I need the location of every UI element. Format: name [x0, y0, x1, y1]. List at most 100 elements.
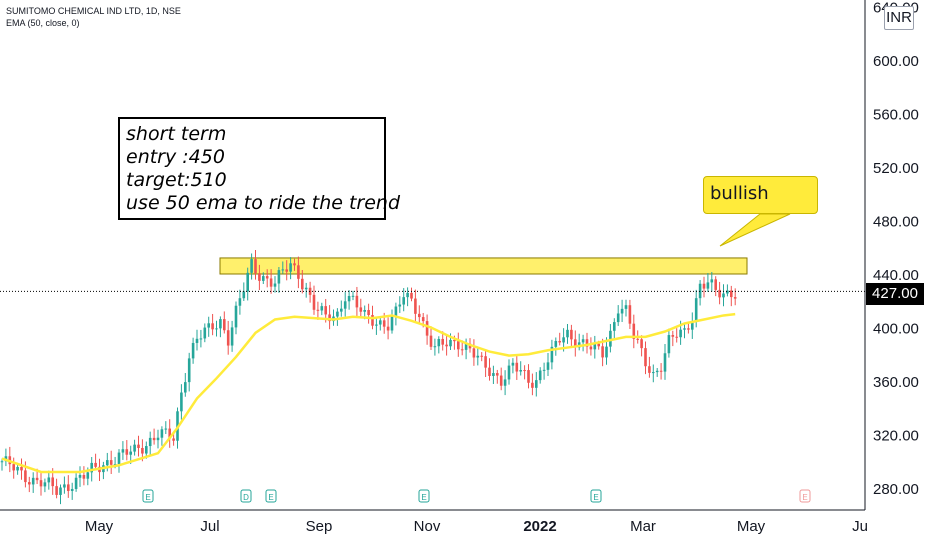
candle	[308, 281, 312, 303]
candle	[191, 337, 195, 364]
candle	[652, 364, 655, 383]
candle	[488, 358, 491, 381]
candle	[445, 335, 448, 356]
candle	[20, 458, 23, 480]
candle	[156, 429, 160, 449]
candle	[121, 441, 125, 460]
candle	[718, 281, 721, 305]
candle	[410, 287, 413, 302]
candle	[574, 330, 577, 357]
candle	[523, 365, 526, 380]
candle	[0, 458, 4, 471]
price-axis[interactable]: 280.00 320.00 360.00 400.00 440.00 480.00 520.…	[873, 0, 919, 498]
candle	[273, 276, 277, 293]
candle	[663, 343, 667, 380]
candle	[336, 308, 339, 326]
candle	[207, 316, 210, 337]
candle	[94, 453, 97, 470]
resistance-zone[interactable]	[219, 257, 748, 275]
candle	[160, 426, 164, 446]
candle	[43, 478, 47, 493]
candle	[328, 305, 331, 330]
event-marker[interactable]: E	[418, 489, 430, 503]
candle	[390, 309, 394, 334]
time-axis[interactable]: May Jul Sep Nov 2022 Mar May Ju	[85, 518, 868, 535]
candle	[457, 332, 460, 357]
candle	[277, 267, 281, 293]
candle	[613, 318, 616, 341]
candle	[184, 373, 187, 397]
candle	[687, 322, 690, 334]
candle	[640, 335, 643, 357]
candle	[644, 341, 647, 375]
trade-note-box[interactable]: short term entry :450 target:510 use 50 …	[118, 117, 400, 220]
candle	[398, 296, 402, 313]
candle	[168, 419, 171, 448]
candle	[39, 471, 43, 496]
candle	[675, 328, 678, 343]
candle	[164, 421, 168, 435]
candle	[570, 324, 573, 346]
candle	[659, 363, 663, 380]
x-tick-label: Mar	[630, 518, 656, 535]
candle	[67, 475, 70, 498]
candle	[722, 284, 725, 307]
candle	[616, 305, 620, 326]
candle	[195, 329, 199, 351]
candle	[74, 473, 78, 492]
candle	[269, 269, 273, 294]
candle	[82, 466, 86, 486]
event-marker[interactable]: E	[142, 489, 154, 503]
candle	[301, 269, 304, 294]
candle	[706, 273, 710, 292]
event-marker[interactable]: D	[240, 489, 252, 503]
candle	[538, 367, 542, 384]
candle	[667, 328, 671, 358]
event-marker[interactable]: E	[799, 489, 811, 503]
candle	[359, 298, 363, 318]
candle	[429, 326, 433, 351]
candle	[343, 292, 347, 317]
candle	[531, 373, 534, 396]
candle	[70, 482, 74, 500]
y-tick-label: 360.00	[873, 374, 919, 391]
candle	[137, 435, 140, 457]
candle	[507, 359, 511, 385]
candle	[418, 305, 421, 324]
candle	[581, 334, 585, 352]
candle	[433, 338, 437, 356]
candle	[535, 372, 538, 397]
event-marker[interactable]: E	[590, 489, 602, 503]
candle	[367, 303, 370, 324]
bullish-callout[interactable]: bullish	[703, 176, 818, 214]
y-tick-label: 320.00	[873, 428, 919, 445]
indicator-legend: EMA (50, close, 0)	[6, 18, 80, 28]
candle	[472, 339, 476, 366]
candle	[511, 358, 515, 374]
x-tick-label: May	[737, 518, 766, 535]
y-tick-label: 280.00	[873, 481, 919, 498]
candle	[484, 349, 487, 377]
candle	[499, 367, 503, 391]
candle	[628, 299, 632, 329]
x-tick-label: 2022	[523, 518, 556, 535]
candle	[648, 356, 651, 378]
svg-text:E: E	[802, 493, 807, 502]
callout-pointer	[719, 213, 791, 247]
candle	[566, 324, 569, 344]
candle	[492, 365, 495, 385]
candle	[281, 261, 285, 274]
candle	[503, 370, 507, 396]
candle	[386, 317, 390, 340]
candle	[340, 300, 343, 317]
candle	[4, 448, 8, 467]
candle	[527, 364, 530, 389]
event-marker[interactable]: E	[265, 489, 277, 503]
candle	[199, 329, 203, 348]
y-tick-label: 440.00	[873, 267, 919, 284]
candle	[730, 285, 733, 307]
x-tick-label: Sep	[306, 518, 333, 535]
candle	[496, 369, 499, 384]
currency-button[interactable]: INR	[884, 6, 914, 30]
